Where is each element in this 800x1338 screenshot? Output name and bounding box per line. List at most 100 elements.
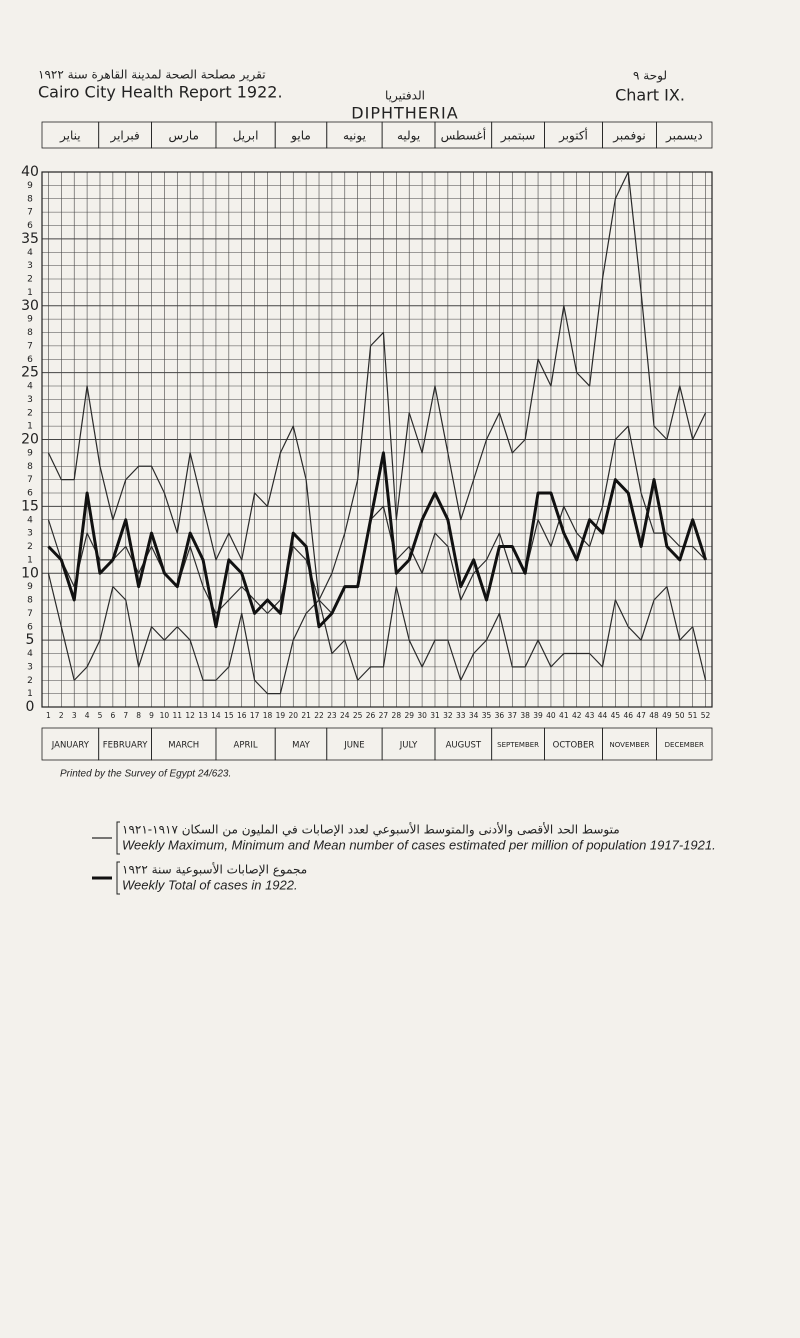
series-line (47, 451, 707, 629)
x-tick-label: 36 (495, 711, 505, 720)
x-tick-label: 52 (701, 711, 711, 720)
month-label: AUGUST (446, 741, 482, 751)
y-tick-label: 2 (27, 676, 33, 686)
x-tick-label: 50 (675, 711, 685, 720)
x-tick-label: 30 (417, 711, 427, 720)
x-tick-label: 20 (288, 711, 298, 720)
legend-bracket (116, 821, 120, 855)
x-tick-label: 10 (160, 711, 170, 720)
month-label: APRIL (234, 741, 258, 751)
y-tick-label: 9 (27, 315, 33, 325)
x-tick-label: 46 (623, 711, 633, 720)
month-cell-ar (656, 121, 713, 149)
month-label-ar: ابريل (233, 129, 259, 144)
legend-bracket (116, 861, 120, 895)
month-label-ar: فبراير (109, 129, 139, 144)
x-tick-label: 40 (546, 711, 556, 720)
y-tick-label: 30 (21, 298, 39, 314)
x-tick-label: 1 (46, 711, 51, 720)
chart-number: Chart IX. (615, 86, 685, 105)
legend-text-ar: متوسط الحد الأقصى والأدنى والمتوسط الأسب… (122, 822, 620, 838)
x-tick-label: 24 (340, 711, 350, 720)
month-label: JANUARY (51, 741, 90, 751)
x-tick-label: 16 (237, 711, 247, 720)
month-label: FEBRUARY (103, 741, 148, 751)
x-tick-label: 7 (123, 711, 128, 720)
legend-text: Weekly Maximum, Minimum and Mean number … (122, 837, 716, 852)
x-tick-label: 17 (250, 711, 260, 720)
month-label: MARCH (168, 741, 199, 751)
y-tick-label: 8 (27, 596, 33, 606)
x-tick-label: 18 (263, 711, 273, 720)
y-tick-label: 0 (26, 699, 35, 715)
series-line (47, 573, 707, 695)
y-tick-label: 7 (27, 475, 33, 485)
x-tick-label: 6 (110, 711, 115, 720)
y-tick-label: 3 (27, 395, 33, 405)
x-tick-label: 3 (72, 711, 77, 720)
x-tick-label: 15 (224, 711, 234, 720)
x-tick-label: 47 (636, 711, 646, 720)
month-label-ar: أكتوبر (558, 128, 588, 144)
x-tick-label: 28 (392, 711, 402, 720)
x-tick-label: 4 (85, 711, 90, 720)
x-tick-label: 39 (533, 711, 543, 720)
y-tick-label: 6 (27, 355, 33, 365)
y-tick-label: 1 (27, 422, 33, 432)
y-tick-label: 1 (27, 555, 33, 565)
y-tick-label: 2 (27, 408, 33, 418)
x-tick-label: 12 (185, 711, 195, 720)
x-tick-label: 25 (353, 711, 363, 720)
y-tick-label: 2 (27, 542, 33, 552)
x-tick-label: 49 (662, 711, 672, 720)
x-tick-label: 19 (276, 711, 286, 720)
y-tick-label: 40 (21, 164, 39, 180)
y-tick-label: 25 (21, 365, 39, 381)
y-tick-label: 8 (27, 194, 33, 204)
y-tick-label: 1 (27, 288, 33, 298)
y-tick-label: 4 (27, 382, 33, 392)
x-tick-label: 41 (559, 711, 569, 720)
y-tick-label: 4 (27, 515, 33, 525)
x-tick-label: 29 (404, 711, 414, 720)
month-label: OCTOBER (553, 741, 595, 751)
y-tick-label: 3 (27, 662, 33, 672)
y-tick-label: 20 (21, 432, 39, 448)
month-label-ar: مايو (290, 129, 311, 144)
y-tick-label: 15 (21, 498, 39, 514)
printer-note: Printed by the Survey of Egypt 24/623. (60, 769, 231, 780)
y-tick-label: 9 (27, 582, 33, 592)
y-tick-label: 1 (27, 689, 33, 699)
chart-number-ar: لوحة ٩ (633, 69, 667, 84)
month-label: MAY (292, 741, 310, 751)
y-tick-label: 7 (27, 208, 33, 218)
y-tick-label: 8 (27, 462, 33, 472)
x-tick-label: 2 (59, 711, 64, 720)
y-tick-label: 6 (27, 489, 33, 499)
month-label: DECEMBER (665, 741, 704, 749)
x-tick-label: 37 (508, 711, 518, 720)
header-title-ar: تقرير مصلحة الصحة لمدينة القاهرة سنة ١٩٢… (38, 68, 266, 83)
series-line (47, 171, 707, 601)
y-tick-label: 5 (26, 632, 35, 648)
x-tick-label: 26 (366, 711, 376, 720)
month-label: JUNE (343, 741, 364, 751)
x-tick-label: 8 (136, 711, 141, 720)
y-tick-label: 6 (27, 221, 33, 231)
x-tick-label: 44 (598, 711, 608, 720)
x-tick-label: 38 (520, 711, 530, 720)
y-tick-label: 9 (27, 448, 33, 458)
legend-text-ar: مجموع الإصابات الأسبوعية سنة ١٩٢٢ (122, 862, 307, 878)
x-tick-label: 27 (379, 711, 389, 720)
month-label-ar: أغسطس (441, 128, 486, 144)
month-label: SEPTEMBER (497, 741, 539, 749)
x-tick-label: 22 (314, 711, 324, 720)
x-tick-label: 42 (572, 711, 582, 720)
header-title: Cairo City Health Report 1922. (38, 83, 283, 102)
y-tick-label: 2 (27, 275, 33, 285)
month-label-ar: مارس (168, 129, 199, 144)
x-tick-label: 23 (327, 711, 337, 720)
month-label-ar: يونيه (343, 129, 366, 144)
x-tick-label: 14 (211, 711, 221, 720)
